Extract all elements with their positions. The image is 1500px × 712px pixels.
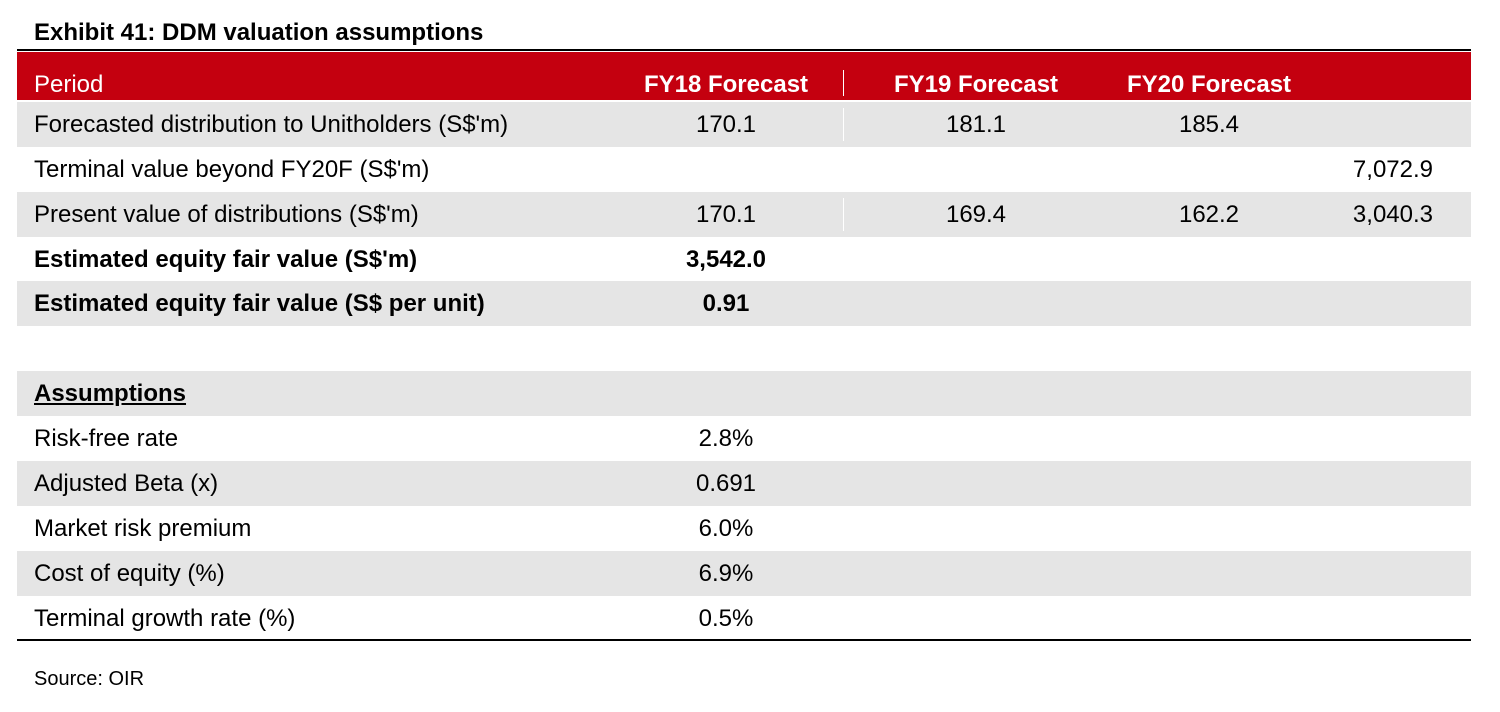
- table-row-equity-fair-value-per-unit: Estimated equity fair value (S$ per unit…: [17, 281, 1471, 326]
- row-label: Cost of equity (%): [34, 559, 225, 587]
- row-label: Adjusted Beta (x): [34, 469, 219, 497]
- cell-fy20: 185.4: [1178, 110, 1240, 138]
- row-label: Present value of distributions (S$'m): [34, 200, 419, 228]
- row-label: Terminal growth rate (%): [34, 604, 296, 632]
- table-row-forecasted-distribution: Forecasted distribution to Unitholders (…: [17, 102, 1471, 147]
- assumptions-heading-row: Assumptions: [17, 371, 1471, 416]
- cell-terminal: 3,040.3: [1352, 200, 1433, 228]
- cell-fy19: 181.1: [945, 110, 1007, 138]
- column-separator: [843, 198, 844, 231]
- cell-value: 0.5%: [698, 604, 754, 632]
- cell-value: 0.691: [695, 469, 757, 497]
- table-row-market-risk-premium: Market risk premium 6.0%: [17, 506, 1471, 551]
- cell-fy18: 170.1: [695, 200, 757, 228]
- row-label: Market risk premium: [34, 514, 252, 542]
- cell-fy18: 3,542.0: [685, 245, 767, 273]
- cell-fy20: 162.2: [1178, 200, 1240, 228]
- table-row-terminal-growth-rate: Terminal growth rate (%) 0.5%: [17, 596, 1471, 641]
- table-row-cost-of-equity: Cost of equity (%) 6.9%: [17, 551, 1471, 596]
- table-header: Period FY18 Forecast FY19 Forecast FY20 …: [17, 52, 1471, 100]
- row-label: Risk-free rate: [34, 424, 179, 452]
- table-row-present-value: Present value of distributions (S$'m) 17…: [17, 192, 1471, 237]
- table-row-terminal-value: Terminal value beyond FY20F (S$'m) 7,072…: [17, 147, 1471, 192]
- column-separator: [843, 108, 844, 141]
- cell-fy18: [617, 147, 835, 192]
- header-fy20: FY20 Forecast: [1126, 71, 1292, 98]
- table-row-equity-fair-value: Estimated equity fair value (S$'m) 3,542…: [17, 237, 1471, 282]
- bottom-rule: [17, 639, 1471, 641]
- cell-value: 6.9%: [698, 559, 754, 587]
- cell-fy19: [857, 147, 1095, 192]
- cell-value: 6.0%: [698, 514, 754, 542]
- header-fy18: FY18 Forecast: [643, 71, 809, 98]
- cell-fy20: [1098, 147, 1320, 192]
- row-label: Forecasted distribution to Unitholders (…: [34, 110, 509, 138]
- cell-fy18: 0.91: [702, 289, 750, 317]
- cell-fy19: 169.4: [945, 200, 1007, 228]
- exhibit-title: Exhibit 41: DDM valuation assumptions: [34, 19, 484, 46]
- cell-fy18: 170.1: [695, 110, 757, 138]
- table-row-risk-free-rate: Risk-free rate 2.8%: [17, 416, 1471, 461]
- header-separator: [843, 70, 844, 96]
- header-period: Period: [34, 71, 104, 98]
- header-fy19: FY19 Forecast: [893, 71, 1059, 98]
- table-row-adjusted-beta: Adjusted Beta (x) 0.691: [17, 461, 1471, 506]
- cell-terminal: 7,072.9: [1352, 155, 1433, 183]
- assumptions-heading: Assumptions: [34, 379, 187, 407]
- row-label: Estimated equity fair value (S$ per unit…: [34, 289, 485, 317]
- row-label: Estimated equity fair value (S$'m): [34, 245, 418, 273]
- cell-value: 2.8%: [698, 424, 754, 452]
- row-label: Terminal value beyond FY20F (S$'m): [34, 155, 430, 183]
- top-rule: [17, 49, 1471, 51]
- source-note: Source: OIR: [34, 668, 145, 690]
